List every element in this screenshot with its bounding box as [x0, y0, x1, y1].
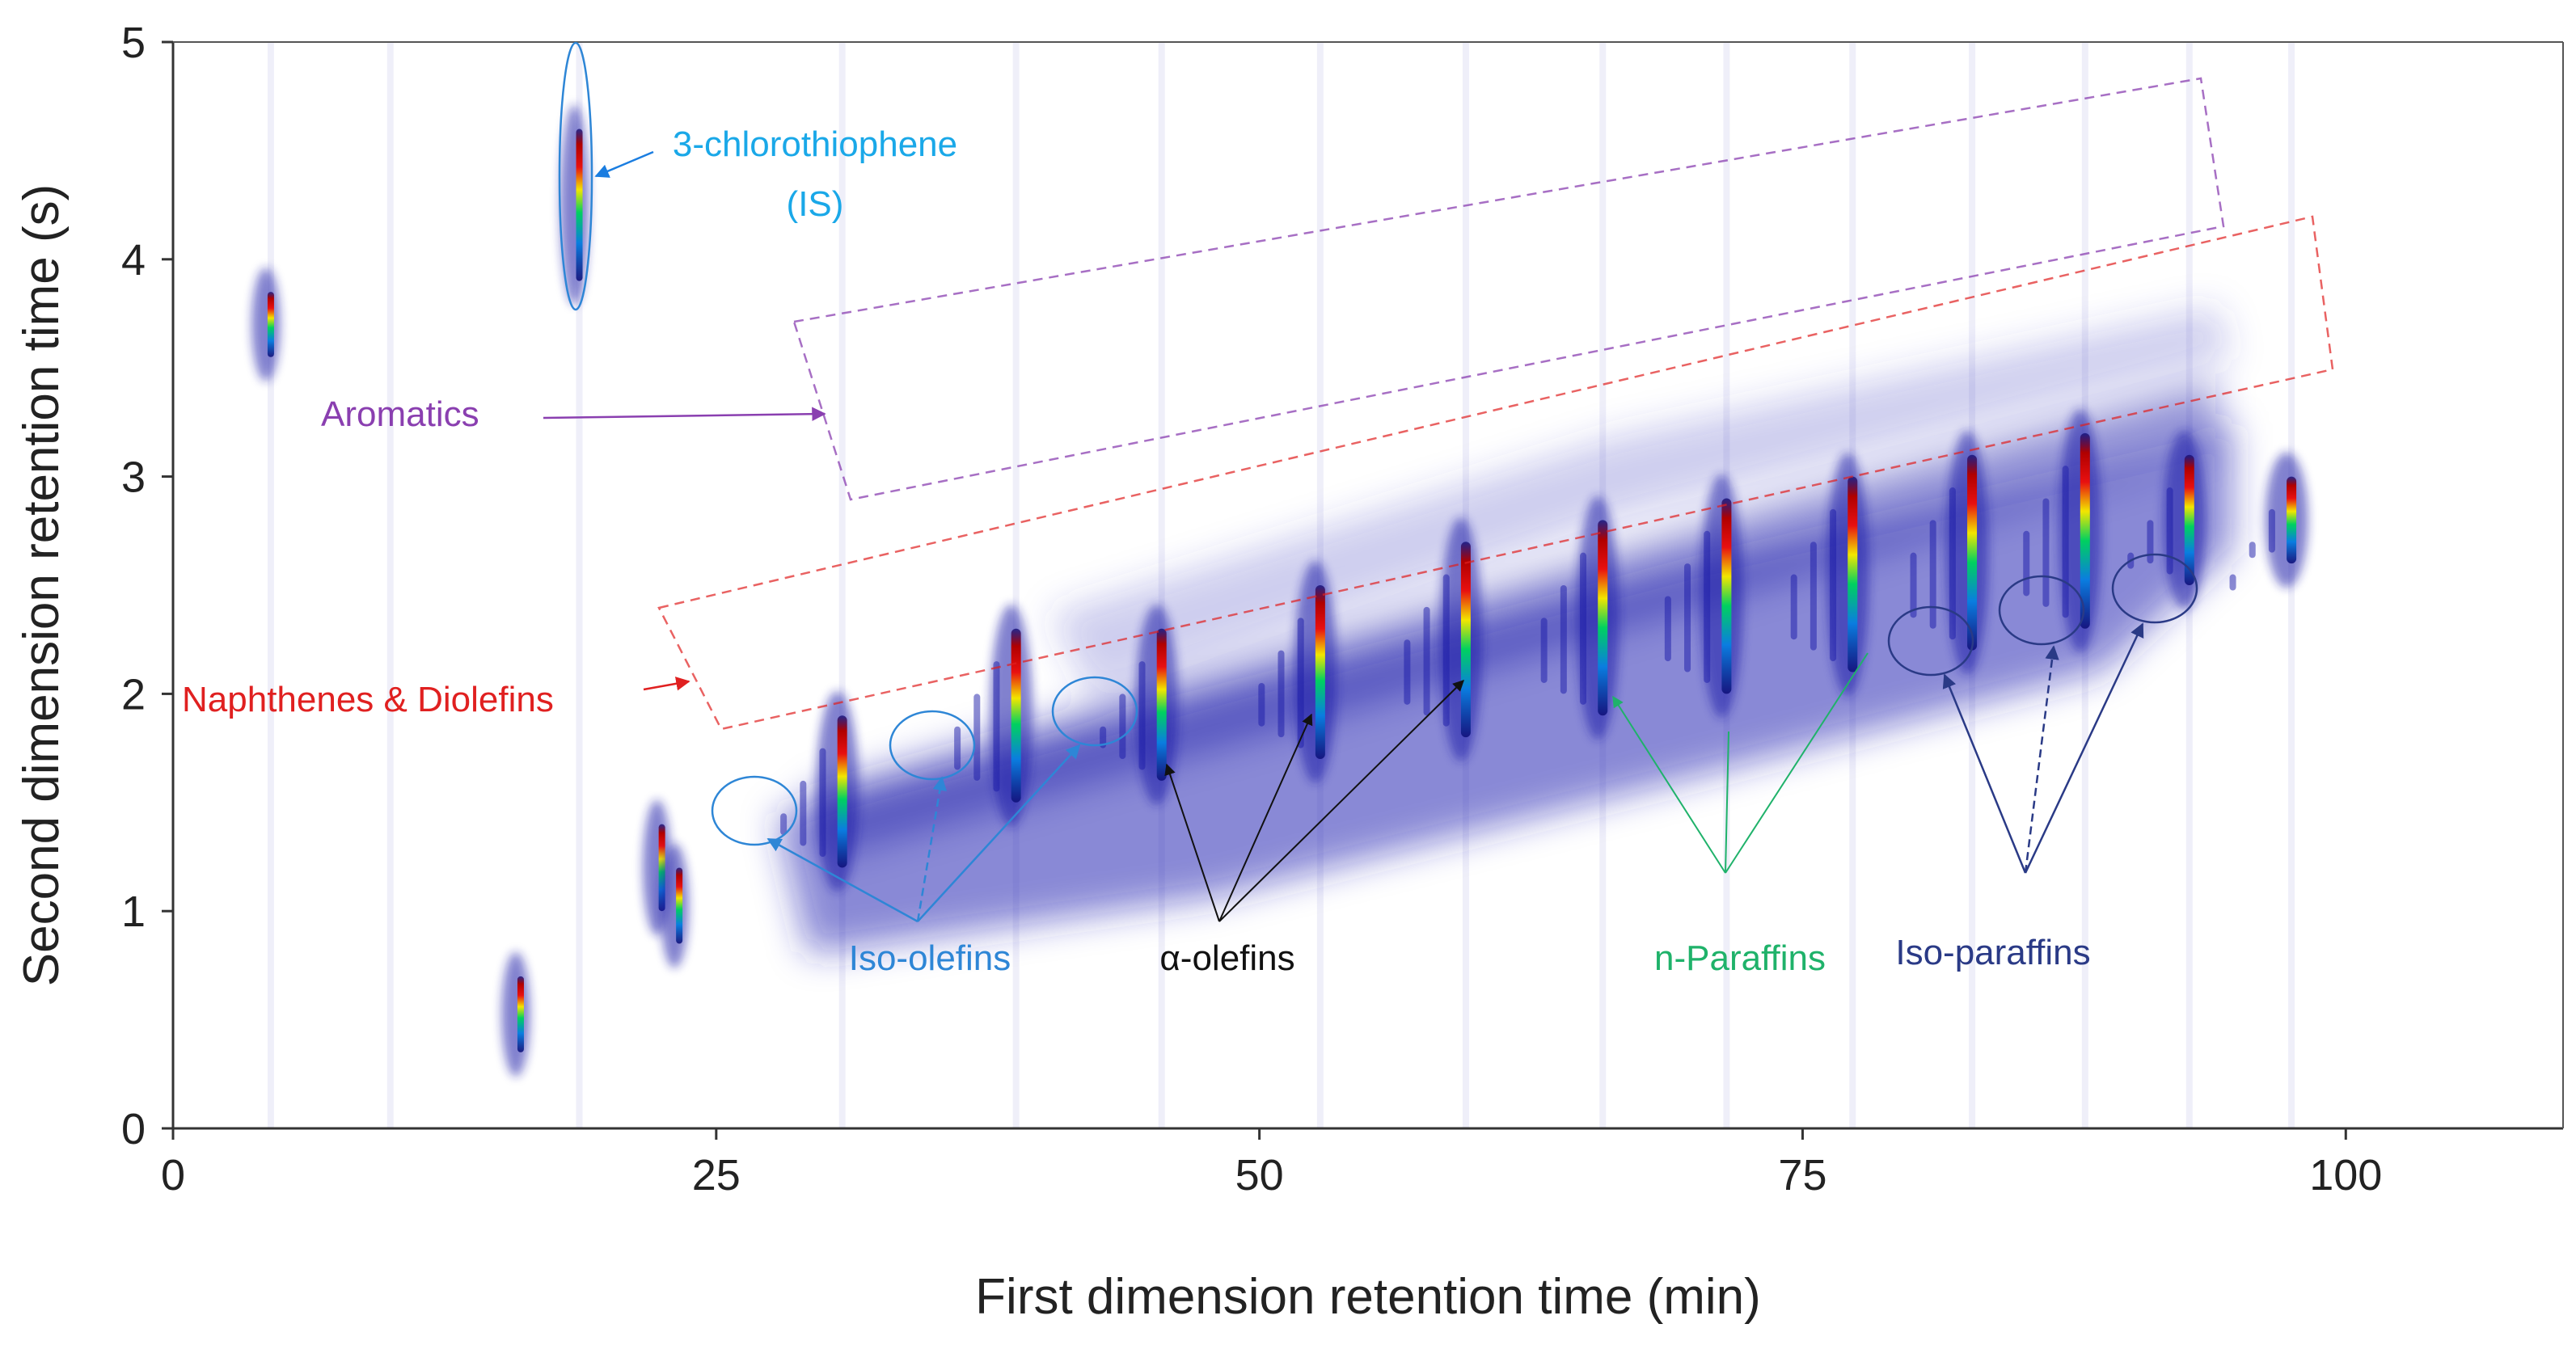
- aromatics-label: Aromatics: [321, 394, 479, 434]
- satellite-peak: [2166, 487, 2173, 575]
- iso-olefin-ellipse: [889, 710, 976, 781]
- alpha-olefin-arrows: [1164, 680, 1464, 922]
- iso-paraffins-label: Iso-paraffins: [1895, 933, 2090, 972]
- satellite-peak: [1790, 574, 1797, 640]
- satellite-peak: [1277, 650, 1285, 738]
- streak: [386, 42, 394, 1128]
- satellite-peak: [2268, 508, 2275, 553]
- iso-olefins-label: Iso-olefins: [849, 938, 1011, 978]
- x-tick-label: 25: [692, 1151, 741, 1200]
- streak: [576, 42, 583, 1128]
- satellite-peak: [2229, 574, 2236, 591]
- satellite-peak: [1664, 596, 1671, 662]
- satellite-peak: [1119, 694, 1126, 760]
- iso-olefin-ellipse: [1051, 676, 1138, 747]
- iso-paraffin-ellipse: [1887, 605, 1974, 677]
- x-tick-label: 0: [161, 1151, 185, 1200]
- y-ticks: 0 1 2 3 4 5: [121, 19, 173, 1153]
- satellite-peak: [1423, 606, 1430, 716]
- satellite-peak: [1442, 574, 1450, 727]
- satellite-peak: [2249, 542, 2256, 559]
- iso-paraffin-ellipse: [2111, 553, 2198, 624]
- satellite-peak: [973, 694, 981, 781]
- iso-olefin-ellipse: [711, 775, 798, 846]
- n-paraffin-peak: [1576, 495, 1620, 740]
- n-paraffin-arrows: [1612, 652, 1869, 874]
- satellite-peak: [1830, 508, 1837, 662]
- n-paraffin-peak: [1700, 474, 1743, 719]
- satellite-peak: [1910, 552, 1917, 618]
- n-paraffins-label: n-Paraffins: [1654, 938, 1826, 978]
- n-paraffin-peak: [816, 691, 859, 892]
- satellite-peak: [1297, 618, 1304, 748]
- satellite-peak: [819, 748, 826, 857]
- y-tick-label: 1: [121, 888, 146, 936]
- iso-paraffin-arrows: [1942, 622, 2144, 874]
- aromatics-arrow: [543, 407, 826, 421]
- naphthenes-region: [657, 215, 2334, 731]
- y-axis-title: Second dimension retention time (s): [14, 184, 70, 986]
- aromatics-region: [792, 77, 2225, 501]
- satellite-peak: [780, 813, 788, 836]
- x-axis-title: First dimension retention time (min): [975, 1269, 1761, 1325]
- satellite-peak: [2023, 530, 2030, 597]
- streak: [267, 42, 274, 1128]
- y-tick-label: 3: [121, 453, 146, 502]
- iso-olefin-arrows: [766, 744, 1081, 923]
- satellite-peak: [800, 780, 807, 846]
- n-paraffin-peak: [1135, 604, 1179, 805]
- satellite-peak: [1949, 487, 1956, 640]
- y-tick-label: 2: [121, 670, 146, 719]
- n-paraffin-peak: [2163, 430, 2206, 609]
- naphthenes-label: Naphthenes & Diolefins: [182, 680, 554, 719]
- satellite-peak: [1540, 618, 1548, 683]
- satellite-peak: [1138, 661, 1146, 770]
- satellite-peak: [1704, 530, 1711, 683]
- minor-peak: [251, 268, 281, 382]
- satellite-peak: [993, 661, 1000, 792]
- satellite-peak: [2147, 520, 2154, 564]
- streak: [1012, 42, 1020, 1128]
- satellite-peak: [1100, 726, 1107, 748]
- minor-peak: [660, 843, 689, 968]
- x-tick-label: 75: [1778, 1151, 1826, 1200]
- x-ticks: 0 25 50 75 100: [161, 1128, 2382, 1200]
- y-tick-label: 4: [121, 236, 146, 285]
- x-tick-label: 100: [2309, 1151, 2382, 1200]
- minor-peak: [560, 104, 589, 306]
- is-label: 3-chlorothiophene: [673, 124, 957, 164]
- streak: [838, 42, 846, 1128]
- is-ellipse: [558, 41, 593, 311]
- satellite-peak: [1929, 520, 1936, 629]
- x-tick-label: 50: [1235, 1151, 1284, 1200]
- satellite-peak: [1560, 585, 1567, 694]
- satellite-peak: [1580, 552, 1587, 705]
- satellite-peak: [2062, 466, 2069, 618]
- alpha-olefins-label: α-olefins: [1159, 938, 1294, 978]
- n-paraffin-peak: [990, 604, 1033, 827]
- y-tick-label: 5: [121, 19, 146, 67]
- satellite-peak: [2042, 498, 2050, 607]
- n-paraffin-peak: [1826, 452, 1869, 697]
- satellite-peak: [1258, 682, 1265, 727]
- y-tick-label: 0: [121, 1105, 146, 1153]
- minor-peak: [501, 951, 530, 1077]
- satellite-peak: [954, 726, 961, 770]
- is-arrow: [594, 150, 654, 178]
- satellite-peak: [1684, 563, 1691, 672]
- satellite-peak: [1810, 542, 1817, 651]
- n-paraffin-peak: [2059, 408, 2102, 653]
- is-sublabel: (IS): [787, 184, 844, 224]
- naphthenes-arrow: [643, 677, 690, 691]
- n-paraffin-peak: [2265, 452, 2308, 588]
- iso-paraffin-ellipse: [1998, 575, 2085, 646]
- satellite-peak: [1404, 639, 1411, 705]
